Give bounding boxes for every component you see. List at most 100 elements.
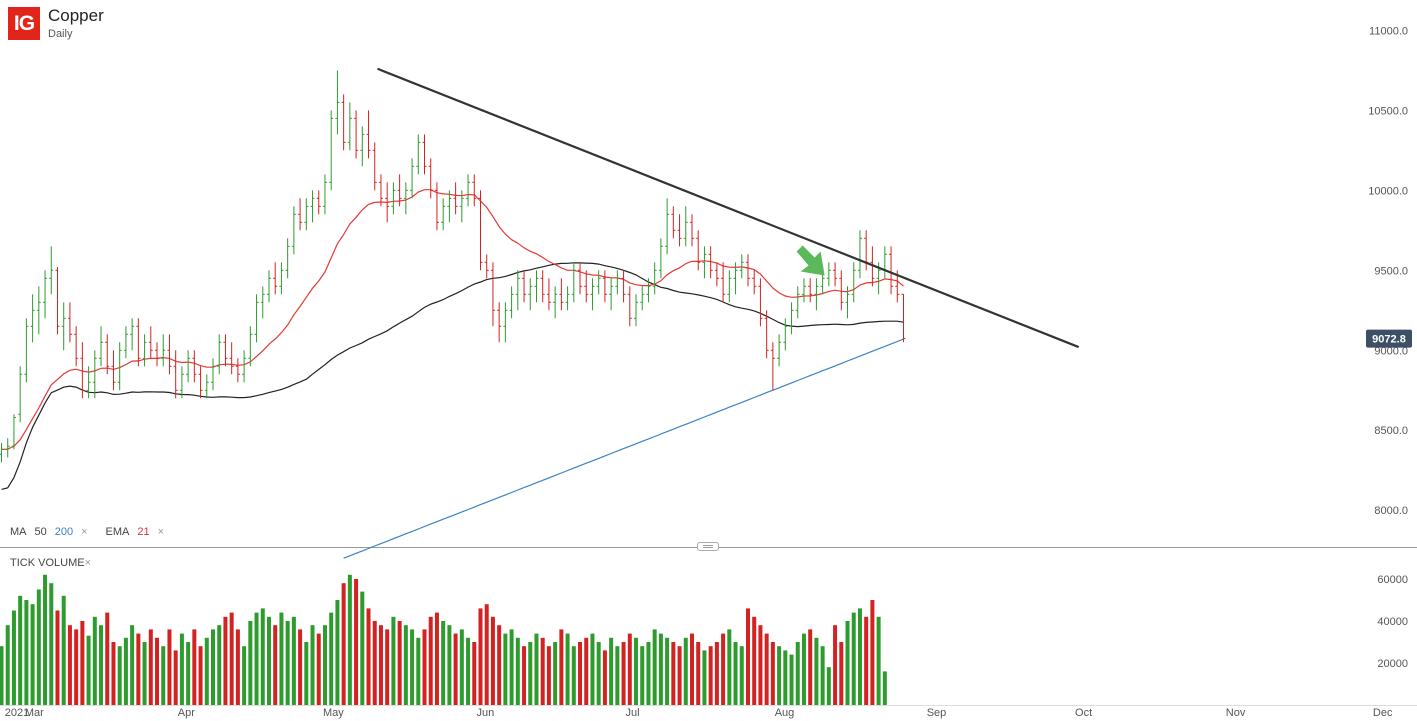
volume-bar <box>155 637 160 705</box>
remove-ma-icon[interactable]: × <box>81 526 88 538</box>
pane-resize-handle[interactable] <box>697 542 719 551</box>
ohlc-bar <box>385 182 390 223</box>
ohlc-bar <box>279 262 284 295</box>
ohlc-bar <box>466 174 471 207</box>
volume-bar <box>752 616 757 705</box>
volume-bar <box>658 633 663 705</box>
volume-bar <box>640 646 645 705</box>
ohlc-bar <box>391 182 396 215</box>
ohlc-bar <box>689 214 694 247</box>
ohlc-bar <box>596 270 601 295</box>
volume-bar <box>882 671 887 705</box>
ohlc-bar <box>123 326 128 359</box>
volume-bar <box>534 633 539 705</box>
ohlc-bar <box>111 350 116 391</box>
ohlc-bar <box>733 262 738 295</box>
ohlc-bar <box>652 262 657 295</box>
ohlc-bar <box>851 262 856 303</box>
volume-bar <box>497 625 502 705</box>
ohlc-bar <box>186 350 191 383</box>
volume-bar <box>186 642 191 705</box>
x-tick-label-0: 2021 <box>5 707 29 719</box>
ohlc-bar <box>24 318 29 383</box>
volume-bar <box>857 608 862 705</box>
ohlc-bar <box>18 366 23 423</box>
volume-bar <box>161 646 166 705</box>
ohlc-bar <box>839 270 844 311</box>
volume-bar <box>447 625 452 705</box>
ohlc-bar <box>528 278 533 311</box>
ohlc-bar <box>646 278 651 303</box>
volume-bar <box>783 650 788 705</box>
ohlc-bar <box>260 286 265 319</box>
ohlc-bar <box>845 286 850 319</box>
ohlc-bar <box>378 174 383 207</box>
volume-bar <box>291 616 296 705</box>
volume-bar <box>839 642 844 705</box>
annotation-arrow-icon <box>796 245 825 276</box>
ohlc-bar <box>658 238 663 279</box>
ohlc-bar <box>211 358 216 391</box>
volume-bar <box>578 642 583 705</box>
ohlc-bar <box>702 246 707 279</box>
volume-bar <box>378 625 383 705</box>
ohlc-bar <box>30 294 35 343</box>
ohlc-bar <box>889 246 894 295</box>
ohlc-bar <box>55 267 60 335</box>
volume-bar <box>310 625 315 705</box>
volume-bar <box>235 629 240 705</box>
ohlc-bar <box>5 438 10 458</box>
y-tick-label-4: 9000.0 <box>1374 345 1408 357</box>
volume-bar <box>316 633 321 705</box>
ohlc-bar <box>559 278 564 311</box>
ohlc-bar <box>117 342 122 391</box>
volume-bar <box>826 667 831 705</box>
volume-bar <box>590 633 595 705</box>
ohlc-bar <box>671 206 676 239</box>
volume-bar <box>136 633 141 705</box>
ohlc-bar <box>497 302 502 343</box>
ohlc-bar <box>36 286 41 335</box>
volume-bar <box>335 600 340 705</box>
volume-bar <box>86 635 91 705</box>
volume-bar <box>117 646 122 705</box>
ohlc-bar <box>522 270 527 303</box>
ohlc-bar <box>447 190 452 223</box>
x-tick-label-9: Nov <box>1226 707 1246 719</box>
ohlc-bar <box>683 206 688 247</box>
volume-bar <box>74 629 79 705</box>
ohlc-bar <box>534 270 539 303</box>
ohlc-bar <box>826 262 831 287</box>
instrument-title: Copper <box>48 6 104 25</box>
ema21-line <box>1 189 904 450</box>
ohlc-bar <box>161 334 166 367</box>
volume-bar <box>329 612 334 705</box>
volume-bar <box>217 625 222 705</box>
ohlc-bar <box>0 443 4 463</box>
ohlc-bar <box>242 350 247 383</box>
ohlc-bar <box>714 262 719 287</box>
volume-bar <box>714 642 719 705</box>
volume-bar <box>397 621 402 705</box>
remove-ema-icon[interactable]: × <box>157 526 165 538</box>
volume-bar <box>242 646 247 705</box>
ohlc-bar <box>764 310 769 359</box>
ohlc-bar <box>770 342 775 391</box>
volume-bar <box>11 610 16 705</box>
ema-period-21: 21 <box>137 526 150 538</box>
ohlc-bar <box>61 302 66 351</box>
volume-bar <box>515 637 520 705</box>
volume-bar <box>615 646 620 705</box>
ohlc-bar <box>366 110 371 159</box>
volume-bar <box>441 621 446 705</box>
volume-bar <box>192 629 197 705</box>
volume-bar <box>130 625 135 705</box>
volume-bar <box>347 574 352 705</box>
last-price-tag <box>1366 329 1412 348</box>
volume-bar <box>298 629 303 705</box>
volume-bar <box>434 612 439 705</box>
remove-volume-icon[interactable]: × <box>84 557 92 569</box>
ohlc-bar <box>92 350 97 399</box>
ohlc-bar <box>634 294 639 327</box>
